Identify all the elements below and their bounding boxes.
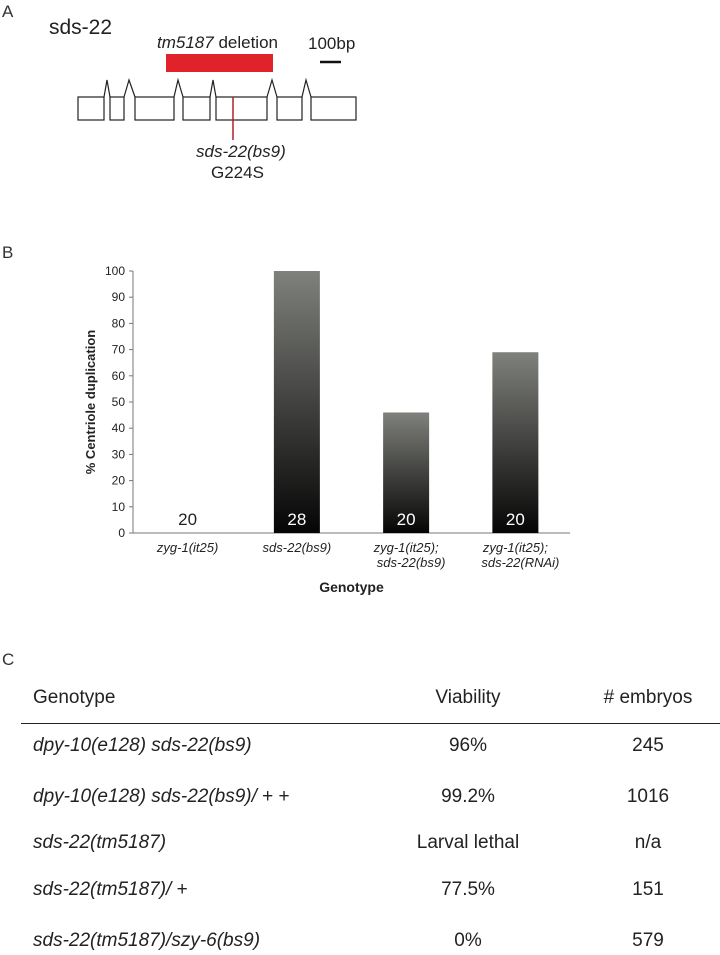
bar-n-label: 28 bbox=[287, 510, 306, 529]
genotype-cell: sds-22(tm5187)/ + bbox=[33, 879, 188, 901]
embryos-cell: n/a bbox=[634, 832, 662, 853]
x-tick-label: zyg-1(it25); bbox=[373, 540, 439, 555]
genotype-italic: dpy-10(e128) sds-22(bs9) bbox=[33, 735, 252, 756]
centriole-duplication-chart: 0 10 20 30 40 50 60 70 80 90 100 % Centriole duplic… bbox=[83, 264, 570, 595]
genotype-cell: dpy-10(e128) sds-22(bs9)/ + + bbox=[33, 786, 290, 808]
point-allele-label: sds-22(bs9) bbox=[196, 142, 286, 161]
col-header-genotype: Genotype bbox=[33, 687, 116, 708]
genotype-italic: sds-22(tm5187)/ bbox=[33, 879, 172, 900]
exon-4 bbox=[182, 96, 211, 121]
bar-n-label: 20 bbox=[397, 510, 416, 529]
panel-c-letter: C bbox=[2, 650, 15, 669]
y-axis-title: % Centriole duplication bbox=[83, 330, 98, 475]
col-header-embryos-text: # embryos bbox=[603, 687, 693, 708]
intron-5 bbox=[266, 77, 278, 98]
panel-a-letter: A bbox=[2, 2, 14, 21]
x-tick-label: zyg-1(it25); bbox=[482, 540, 548, 555]
exon-1 bbox=[77, 96, 105, 121]
gene-title: sds-22 bbox=[49, 16, 113, 39]
y-tick-label: 80 bbox=[112, 316, 126, 330]
intron-4 bbox=[209, 79, 217, 98]
bar-n-label: 20 bbox=[178, 510, 197, 529]
y-tick-label: 30 bbox=[112, 447, 126, 461]
deletion-bar bbox=[166, 54, 273, 72]
exon-3 bbox=[134, 96, 175, 121]
viability-cell: 99.2% bbox=[441, 786, 495, 807]
x-axis-title: Genotype bbox=[319, 579, 384, 595]
intron-1 bbox=[103, 79, 111, 98]
mutation-label: G224S bbox=[211, 163, 264, 182]
bar bbox=[492, 352, 539, 533]
bar-n-label: 20 bbox=[506, 510, 525, 529]
intron-3 bbox=[173, 77, 184, 98]
exon-5 bbox=[215, 96, 268, 121]
embryos-cell: 1016 bbox=[626, 786, 670, 807]
y-tick-label: 50 bbox=[112, 395, 126, 409]
y-tick-label: 90 bbox=[112, 290, 126, 304]
deletion-allele: tm5187 bbox=[157, 33, 214, 52]
y-tick-label: 40 bbox=[112, 421, 126, 435]
embryos-cell: 151 bbox=[632, 879, 664, 900]
y-tick-label: 20 bbox=[112, 474, 126, 488]
col-header-viability-text: Viability bbox=[435, 687, 501, 708]
deletion-word: deletion bbox=[218, 33, 278, 52]
y-tick-label: 100 bbox=[105, 264, 125, 278]
genotype-cell: sds-22(tm5187)/szy-6(bs9) bbox=[33, 930, 260, 952]
genotype-cell: dpy-10(e128) sds-22(bs9) bbox=[33, 735, 252, 757]
x-tick-label: sds-22(RNAi) bbox=[481, 555, 559, 570]
y-tick-label: 70 bbox=[112, 343, 126, 357]
embryos-cell: 579 bbox=[632, 930, 664, 951]
exon-6 bbox=[276, 96, 303, 121]
table-header-rule bbox=[21, 723, 720, 724]
genotype-italic: sds-22(tm5187) bbox=[33, 832, 167, 853]
exon-2 bbox=[109, 96, 125, 121]
genotype-plus: + + bbox=[256, 786, 290, 807]
genotype-italic: dpy-10(e128) sds-22(bs9)/ bbox=[33, 786, 257, 807]
viability-cell: Larval lethal bbox=[416, 832, 520, 853]
viability-cell: 77.5% bbox=[441, 879, 495, 900]
genotype-cell: sds-22(tm5187) bbox=[33, 832, 166, 854]
panel-b-letter: B bbox=[2, 243, 14, 262]
y-tick-label: 0 bbox=[118, 526, 125, 540]
x-tick-label: sds-22(bs9) bbox=[377, 555, 446, 570]
exon-7 bbox=[310, 96, 357, 121]
x-tick-label: zyg-1(it25) bbox=[156, 540, 218, 555]
x-tick-label: sds-22(bs9) bbox=[263, 540, 332, 555]
genotype-italic: sds-22(tm5187)/szy-6(bs9) bbox=[33, 930, 261, 951]
deletion-label: tm5187 deletion bbox=[157, 33, 278, 53]
y-tick-label: 60 bbox=[112, 369, 126, 383]
bar bbox=[273, 271, 320, 533]
embryos-cell: 245 bbox=[632, 735, 664, 756]
bar bbox=[383, 412, 430, 533]
intron-2 bbox=[123, 78, 136, 98]
intron-6 bbox=[301, 77, 312, 98]
scale-bar-label: 100bp bbox=[308, 34, 356, 53]
gene-model-diagram bbox=[77, 54, 357, 140]
y-tick-label: 10 bbox=[112, 500, 126, 514]
viability-cell: 0% bbox=[454, 930, 482, 951]
genotype-plus: + bbox=[171, 879, 188, 900]
viability-cell: 96% bbox=[448, 735, 488, 756]
